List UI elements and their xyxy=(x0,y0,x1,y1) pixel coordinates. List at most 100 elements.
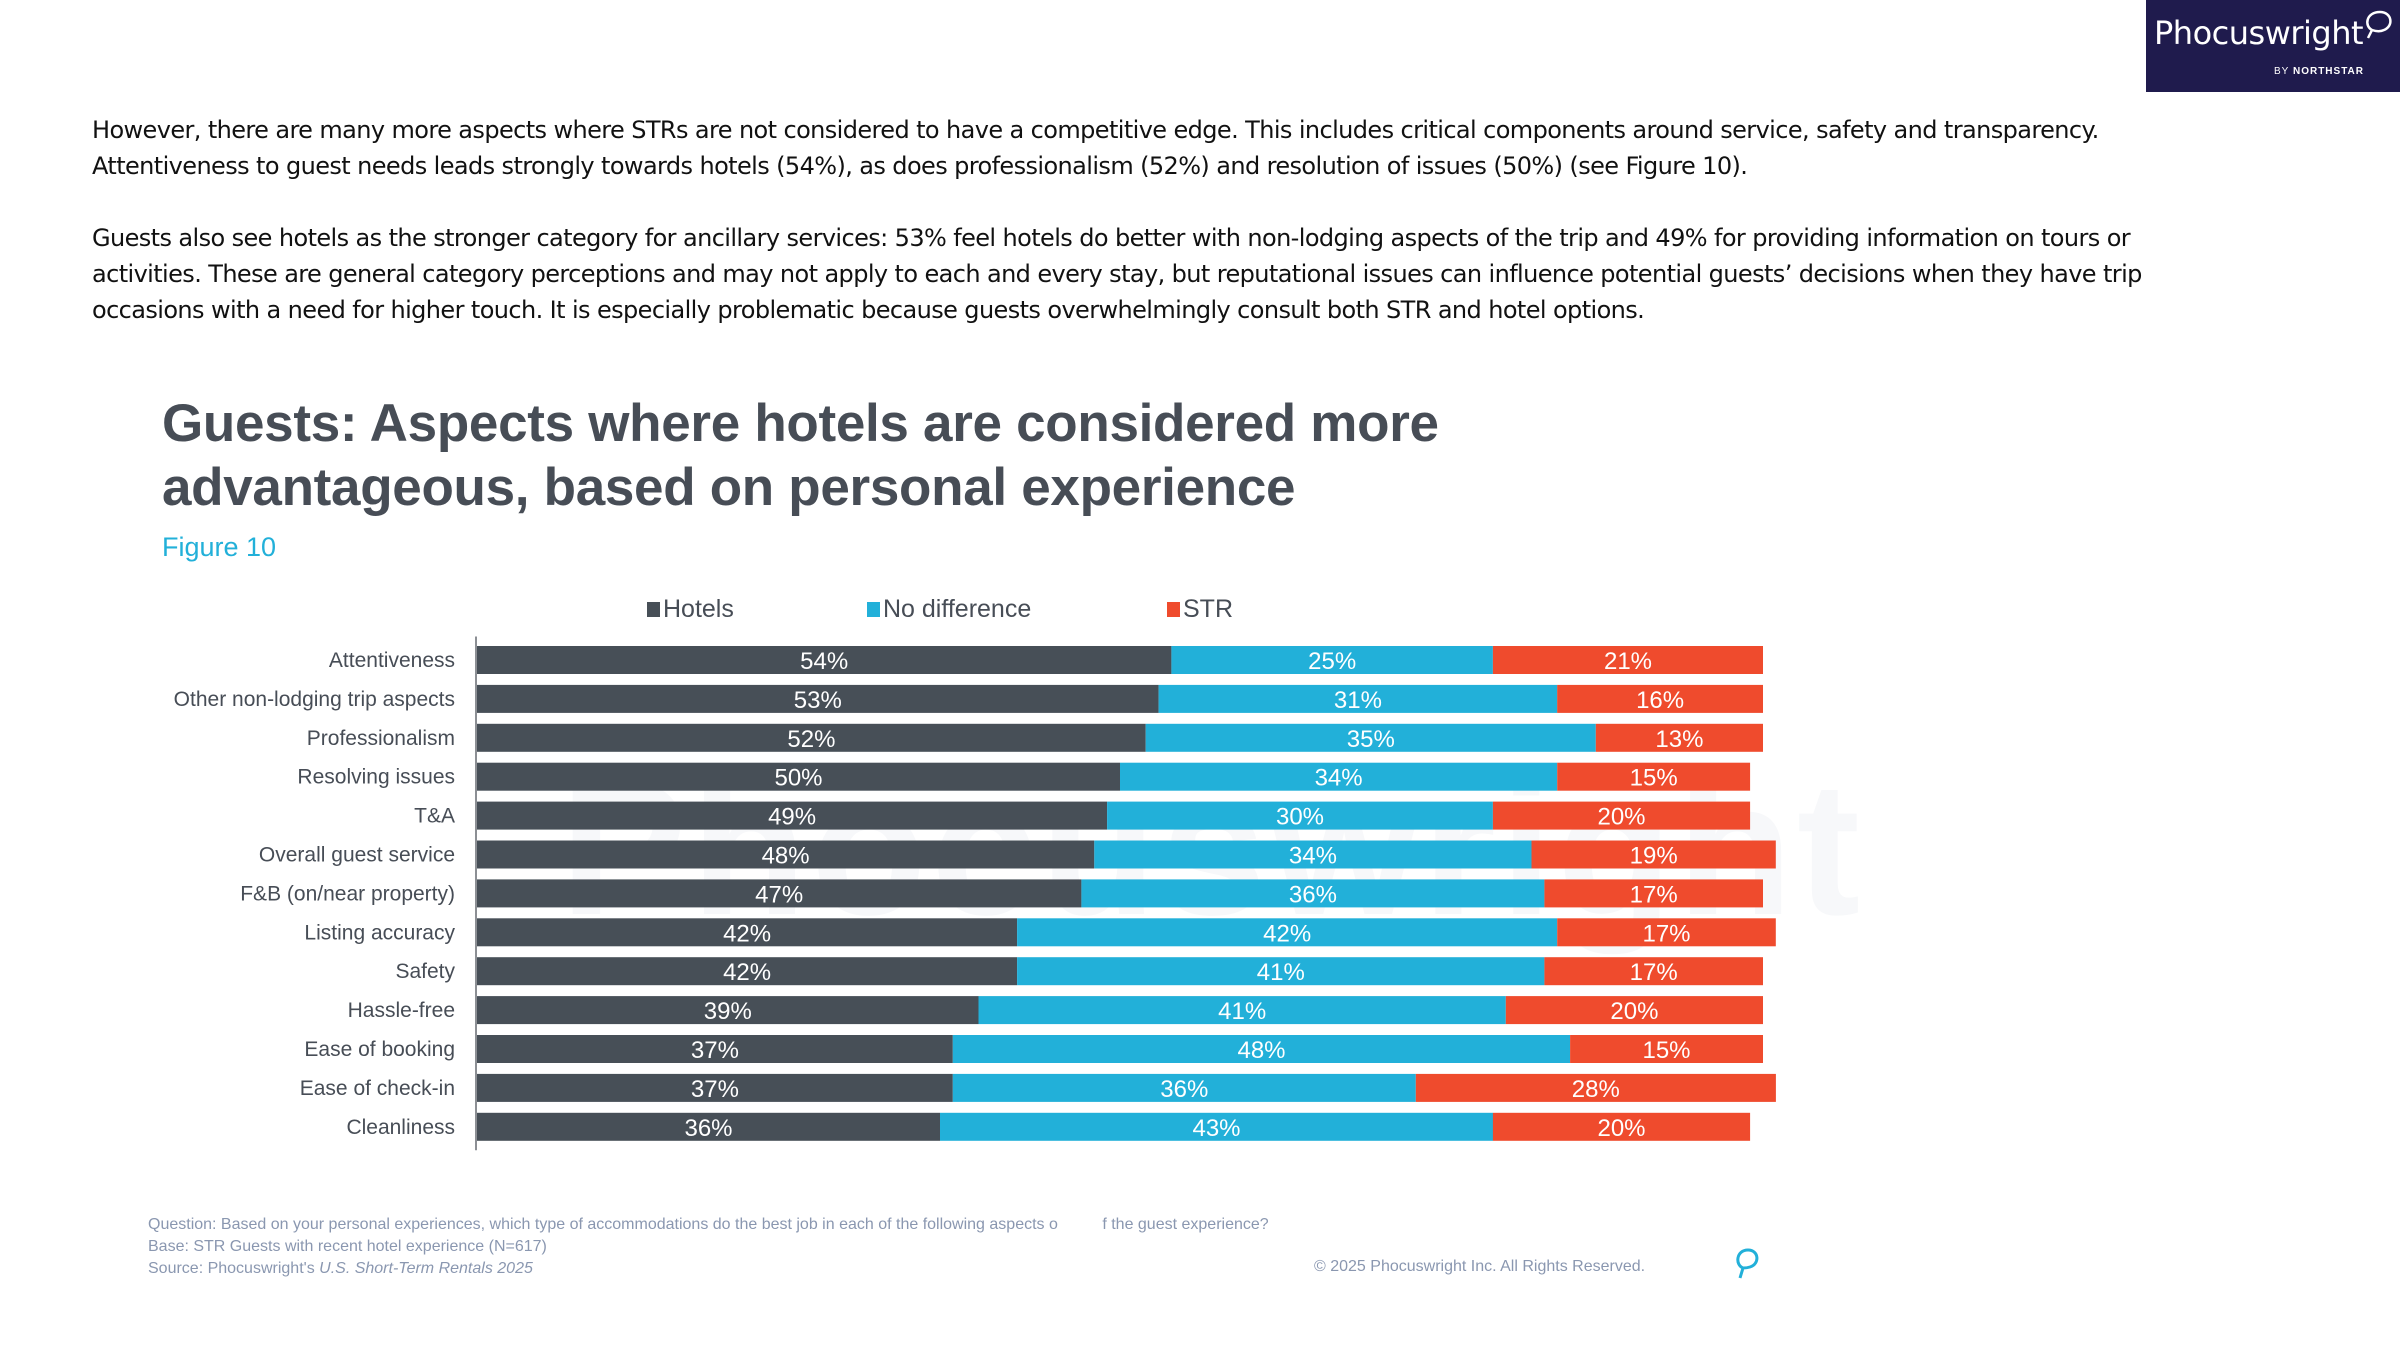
bar-no-difference-other-non-lodging-trip-aspects xyxy=(1158,684,1558,713)
bar-hotels-overall-guest-service xyxy=(477,840,1095,869)
category-label-ease-of-booking: Ease of booking xyxy=(304,1038,455,1061)
chart-title-line-1: Guests: Aspects where hotels are conside… xyxy=(162,394,1439,453)
value-label-str-t-a: 20% xyxy=(1597,804,1645,831)
value-label-hotels-attentiveness: 54% xyxy=(800,648,848,675)
category-label-other-non-lodging-trip-aspects: Other non-lodging trip aspects xyxy=(174,688,455,711)
value-label-hotels-safety: 42% xyxy=(723,959,771,986)
bar-hotels-listing-accuracy xyxy=(477,918,1018,947)
value-label-hotels-other-non-lodging-trip-aspects: 53% xyxy=(794,687,842,714)
bar-hotels-resolving-issues xyxy=(477,762,1120,791)
category-label-cleanliness: Cleanliness xyxy=(346,1116,455,1139)
bar-str-attentiveness xyxy=(1492,646,1763,674)
category-label-overall-guest-service: Overall guest service xyxy=(259,844,455,867)
bar-str-ease-of-booking xyxy=(1570,1035,1763,1063)
chart-title-line-2: advantageous, based on personal experien… xyxy=(162,458,1296,517)
category-labels-group: Attentiveness Other non-lodging trip aspe… xyxy=(174,649,456,1139)
bar-no-difference-ease-of-check-in xyxy=(952,1073,1416,1102)
value-label-no-difference-ease-of-booking: 48% xyxy=(1237,1037,1285,1064)
bar-hotels-ease-of-check-in xyxy=(477,1073,953,1102)
value-label-no-difference-other-non-lodging-trip-aspects: 31% xyxy=(1334,687,1382,714)
legend-swatch-str xyxy=(1167,602,1180,617)
value-label-hotels-overall-guest-service: 48% xyxy=(762,843,810,870)
category-label-hassle-free: Hassle-free xyxy=(348,999,455,1022)
value-label-no-difference-t-a: 30% xyxy=(1276,804,1324,831)
footnote-base: Base: STR Guests with recent hotel exper… xyxy=(148,1238,547,1255)
category-label-professionalism: Professionalism xyxy=(307,727,455,750)
paragraph-1: However, there are many more aspects whe… xyxy=(92,116,2099,180)
body-text: However, there are many more aspects whe… xyxy=(92,112,2192,364)
bar-str-resolving-issues xyxy=(1557,762,1751,791)
value-label-str-resolving-issues: 15% xyxy=(1630,765,1678,792)
bar-hotels-professionalism xyxy=(477,723,1146,752)
value-label-str-professionalism: 13% xyxy=(1655,726,1703,753)
legend-swatch-hotels xyxy=(647,602,660,617)
phocuswright-bubble-icon xyxy=(1736,1248,1759,1279)
value-label-hotels-cleanliness: 36% xyxy=(684,1115,732,1142)
value-label-no-difference-safety: 41% xyxy=(1257,959,1305,986)
value-label-hotels-listing-accuracy: 42% xyxy=(723,920,771,947)
bar-no-difference-listing-accuracy xyxy=(1017,918,1558,947)
legend-label-hotels: Hotels xyxy=(663,595,734,623)
logo-subtitle: BY NORTHSTAR xyxy=(2274,66,2364,77)
bar-str-safety xyxy=(1544,957,1763,986)
bar-no-difference-professionalism xyxy=(1145,723,1596,752)
bar-str-overall-guest-service xyxy=(1531,840,1776,869)
value-label-str-attentiveness: 21% xyxy=(1604,648,1652,675)
footnote-source: Source: Phocuswright's U.S. Short-Term R… xyxy=(148,1258,1269,1280)
value-label-no-difference-overall-guest-service: 34% xyxy=(1289,843,1337,870)
chart-footnotes: Question: Based on your personal experie… xyxy=(148,1214,1269,1280)
value-label-str-f-b-on-near-property: 17% xyxy=(1630,881,1678,908)
bar-no-difference-cleanliness xyxy=(940,1112,1493,1141)
bar-str-professionalism xyxy=(1595,723,1763,752)
phocuswright-logo: Phocuswright BY NORTHSTAR xyxy=(2146,0,2400,92)
logo-sub-prefix: BY xyxy=(2274,66,2290,77)
paragraph-2: Guests also see hotels as the stronger c… xyxy=(92,224,2142,324)
bars-group: 54% 25% 21% 53% 31% 16% 52% 35% 13% 50% 34% 15% 49% 3… xyxy=(477,646,1776,1142)
bar-hotels-other-non-lodging-trip-aspects xyxy=(477,684,1159,713)
value-label-no-difference-cleanliness: 43% xyxy=(1192,1115,1240,1142)
speech-bubble-icon xyxy=(2366,10,2392,39)
value-label-str-ease-of-booking: 15% xyxy=(1642,1037,1690,1064)
value-label-hotels-resolving-issues: 50% xyxy=(774,765,822,792)
footnote-question: Question: Based on your personal experie… xyxy=(148,1216,1269,1233)
figure-label: Figure 10 xyxy=(162,532,277,562)
value-label-hotels-ease-of-booking: 37% xyxy=(691,1037,739,1064)
bar-no-difference-safety xyxy=(1017,957,1545,986)
legend-item-str: STR xyxy=(1167,595,1233,624)
logo-brand-text: Phocuswright xyxy=(2154,14,2364,52)
bar-hotels-safety xyxy=(477,957,1018,986)
bar-no-difference-overall-guest-service xyxy=(1094,840,1532,869)
bar-str-cleanliness xyxy=(1492,1112,1751,1141)
bar-hotels-cleanliness xyxy=(477,1112,940,1141)
value-label-hotels-f-b-on-near-property: 47% xyxy=(755,881,803,908)
bar-no-difference-hassle-free xyxy=(978,996,1506,1025)
bar-str-ease-of-check-in xyxy=(1415,1073,1776,1102)
bar-no-difference-attentiveness xyxy=(1171,646,1493,674)
footnote-source-title: U.S. Short-Term Rentals 2025 xyxy=(319,1260,533,1277)
bar-hotels-t-a xyxy=(477,801,1108,830)
bar-no-difference-resolving-issues xyxy=(1120,762,1558,791)
bar-hotels-attentiveness xyxy=(477,646,1172,674)
category-label-listing-accuracy: Listing accuracy xyxy=(304,921,455,944)
chart-title: Guests: Aspects where hotels are conside… xyxy=(162,392,1439,520)
bar-no-difference-ease-of-booking xyxy=(952,1035,1571,1063)
value-label-hotels-hassle-free: 39% xyxy=(704,998,752,1025)
category-label-t-a: T&A xyxy=(414,805,455,828)
value-label-no-difference-f-b-on-near-property: 36% xyxy=(1289,881,1337,908)
legend-item-no-difference: No difference xyxy=(867,595,1031,624)
bar-no-difference-t-a xyxy=(1107,801,1493,830)
value-label-hotels-professionalism: 52% xyxy=(787,726,835,753)
legend-item-hotels: Hotels xyxy=(647,595,734,624)
value-label-str-cleanliness: 20% xyxy=(1597,1115,1645,1142)
bar-hotels-f-b-on-near-property xyxy=(477,879,1082,908)
value-label-no-difference-resolving-issues: 34% xyxy=(1315,765,1363,792)
value-label-hotels-ease-of-check-in: 37% xyxy=(691,1076,739,1103)
bar-no-difference-f-b-on-near-property xyxy=(1081,879,1545,908)
legend-label-str: STR xyxy=(1183,595,1233,623)
category-label-attentiveness: Attentiveness xyxy=(329,649,455,672)
bar-str-other-non-lodging-trip-aspects xyxy=(1557,684,1763,713)
copyright-text: © 2025 Phocuswright Inc. All Rights Rese… xyxy=(1314,1258,1646,1275)
value-label-str-listing-accuracy: 17% xyxy=(1642,920,1690,947)
value-label-str-hassle-free: 20% xyxy=(1610,998,1658,1025)
